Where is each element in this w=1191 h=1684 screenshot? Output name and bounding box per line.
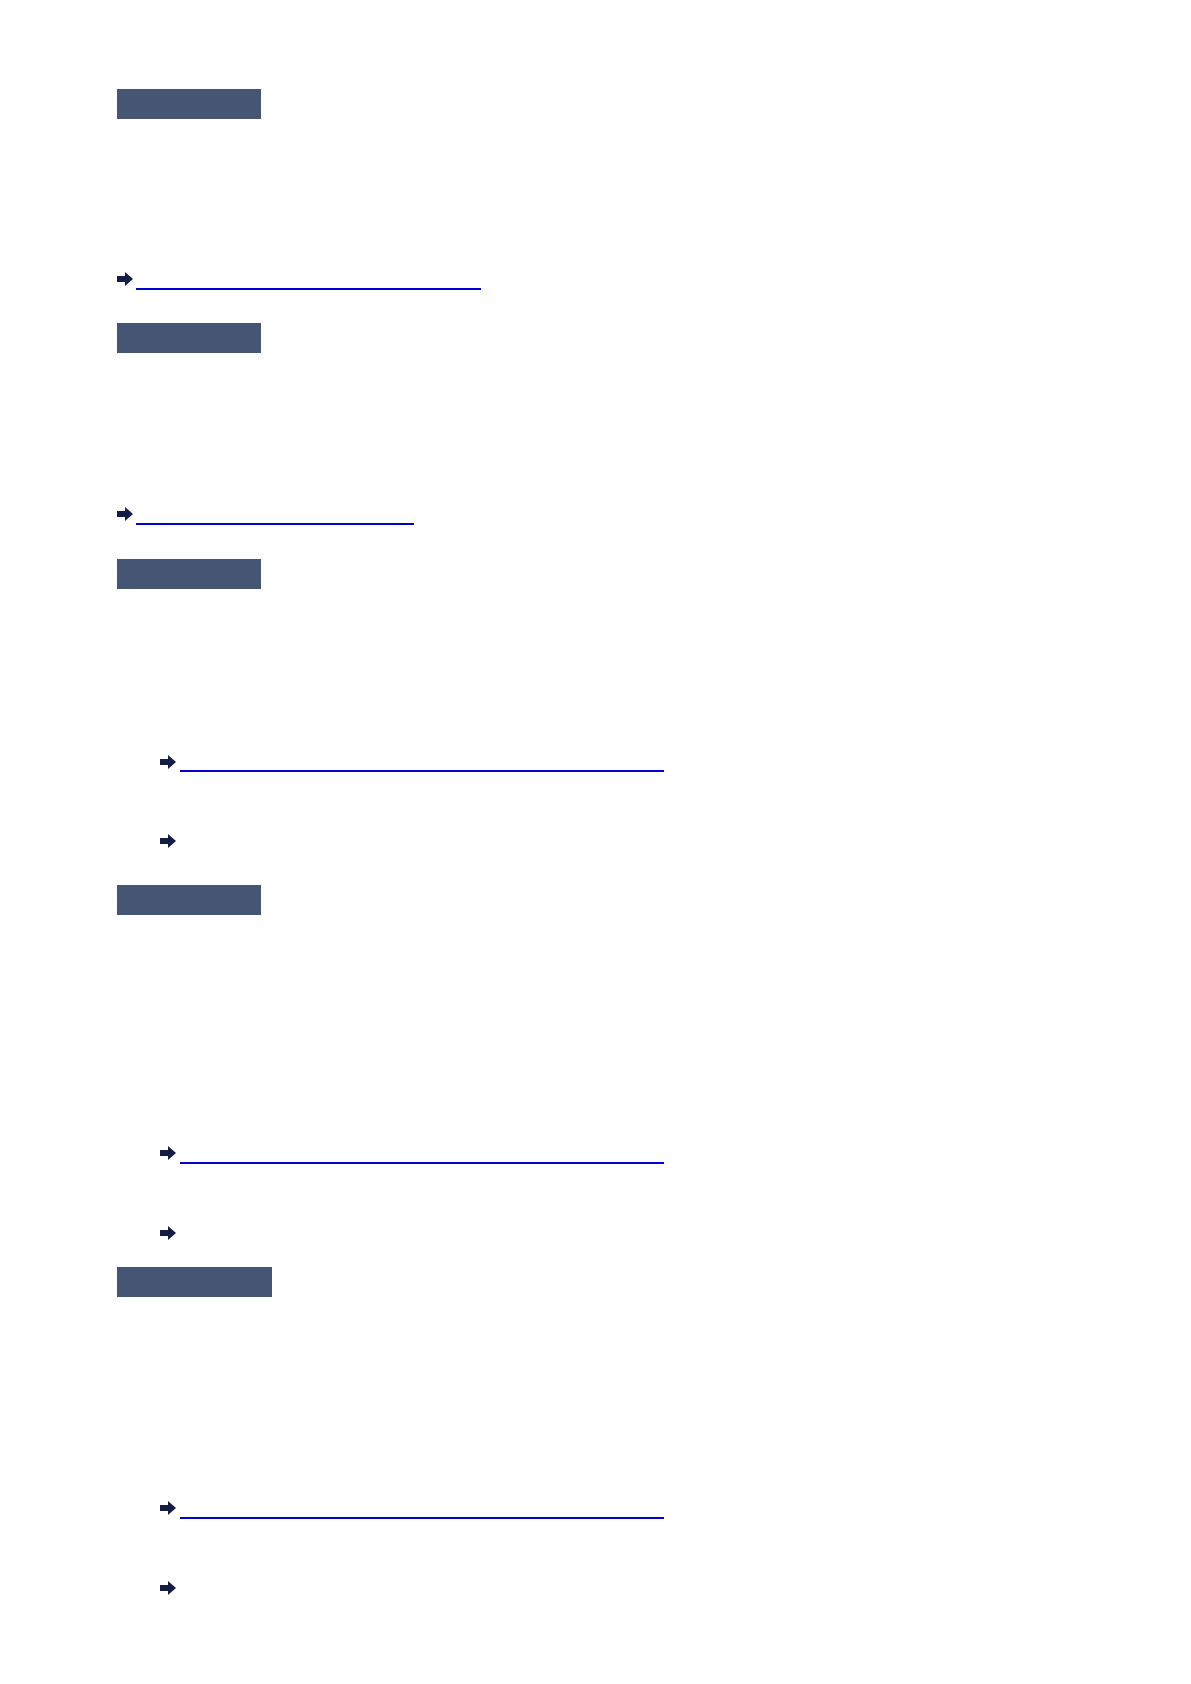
right-arrow-icon [160, 1146, 176, 1160]
link-underline-1[interactable] [136, 288, 481, 290]
section-heading-bar-2 [117, 323, 261, 353]
link-underline-4[interactable] [180, 1162, 664, 1164]
right-arrow-icon [160, 1581, 176, 1595]
section-heading-bar-3 [117, 559, 261, 589]
right-arrow-icon [160, 755, 176, 769]
section-heading-bar-1 [117, 89, 261, 119]
right-arrow-icon [160, 1501, 176, 1515]
link-underline-5[interactable] [180, 1517, 664, 1519]
right-arrow-icon [117, 272, 133, 286]
right-arrow-icon [117, 507, 133, 521]
link-underline-2[interactable] [136, 523, 414, 525]
link-underline-3[interactable] [180, 770, 664, 772]
right-arrow-icon [160, 1226, 176, 1240]
section-heading-bar-4 [117, 885, 261, 915]
section-heading-bar-5 [117, 1267, 272, 1297]
right-arrow-icon [160, 834, 176, 848]
